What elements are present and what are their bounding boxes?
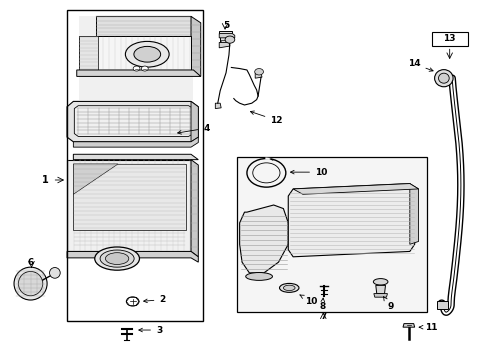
Polygon shape bbox=[73, 164, 186, 230]
Ellipse shape bbox=[100, 250, 134, 267]
Polygon shape bbox=[77, 70, 201, 76]
Ellipse shape bbox=[95, 247, 139, 270]
Text: 6: 6 bbox=[27, 258, 34, 267]
Polygon shape bbox=[191, 102, 198, 142]
Ellipse shape bbox=[279, 283, 298, 292]
Text: 13: 13 bbox=[443, 35, 455, 44]
Circle shape bbox=[126, 297, 139, 306]
Polygon shape bbox=[79, 36, 191, 70]
Polygon shape bbox=[67, 159, 191, 251]
Polygon shape bbox=[191, 159, 198, 257]
Text: 9: 9 bbox=[383, 297, 393, 311]
Ellipse shape bbox=[283, 285, 294, 291]
Polygon shape bbox=[73, 137, 198, 147]
Bar bbox=[431, 32, 467, 46]
Polygon shape bbox=[215, 103, 221, 109]
Circle shape bbox=[133, 66, 140, 71]
Polygon shape bbox=[292, 184, 418, 194]
Polygon shape bbox=[436, 301, 447, 309]
Polygon shape bbox=[409, 184, 418, 244]
Text: 14: 14 bbox=[407, 59, 432, 71]
Polygon shape bbox=[219, 33, 234, 38]
Polygon shape bbox=[221, 41, 228, 42]
Ellipse shape bbox=[434, 69, 452, 87]
Polygon shape bbox=[79, 36, 98, 70]
Polygon shape bbox=[74, 106, 193, 136]
Text: 1: 1 bbox=[41, 175, 48, 185]
Text: 10: 10 bbox=[290, 168, 326, 177]
Text: 11: 11 bbox=[418, 323, 437, 332]
Text: 3: 3 bbox=[139, 325, 162, 334]
Bar bbox=[237, 157, 426, 312]
Polygon shape bbox=[79, 16, 193, 100]
Bar bbox=[67, 10, 203, 321]
Polygon shape bbox=[219, 31, 232, 42]
Ellipse shape bbox=[105, 253, 128, 265]
Polygon shape bbox=[191, 17, 201, 76]
Ellipse shape bbox=[14, 267, 47, 300]
Text: 4: 4 bbox=[177, 124, 209, 134]
Ellipse shape bbox=[245, 273, 272, 280]
Text: 10: 10 bbox=[299, 295, 317, 306]
Ellipse shape bbox=[19, 271, 42, 296]
Text: 2: 2 bbox=[143, 295, 165, 304]
Text: 12: 12 bbox=[250, 111, 282, 125]
Circle shape bbox=[254, 68, 263, 75]
Polygon shape bbox=[73, 154, 198, 159]
Ellipse shape bbox=[125, 41, 169, 67]
Text: 5: 5 bbox=[223, 21, 229, 30]
Polygon shape bbox=[239, 205, 287, 273]
Polygon shape bbox=[375, 285, 385, 294]
Polygon shape bbox=[287, 184, 414, 257]
Polygon shape bbox=[73, 164, 118, 194]
Polygon shape bbox=[255, 73, 262, 78]
Polygon shape bbox=[67, 102, 198, 142]
Text: 8: 8 bbox=[319, 298, 325, 311]
Text: 7: 7 bbox=[320, 312, 326, 321]
Ellipse shape bbox=[49, 267, 60, 278]
Circle shape bbox=[224, 36, 234, 43]
Polygon shape bbox=[373, 294, 386, 297]
Polygon shape bbox=[96, 17, 191, 36]
Ellipse shape bbox=[134, 46, 160, 62]
Ellipse shape bbox=[438, 73, 448, 83]
Polygon shape bbox=[402, 324, 414, 327]
Circle shape bbox=[141, 66, 148, 71]
Ellipse shape bbox=[372, 279, 387, 285]
Polygon shape bbox=[67, 251, 198, 262]
Polygon shape bbox=[219, 42, 229, 48]
